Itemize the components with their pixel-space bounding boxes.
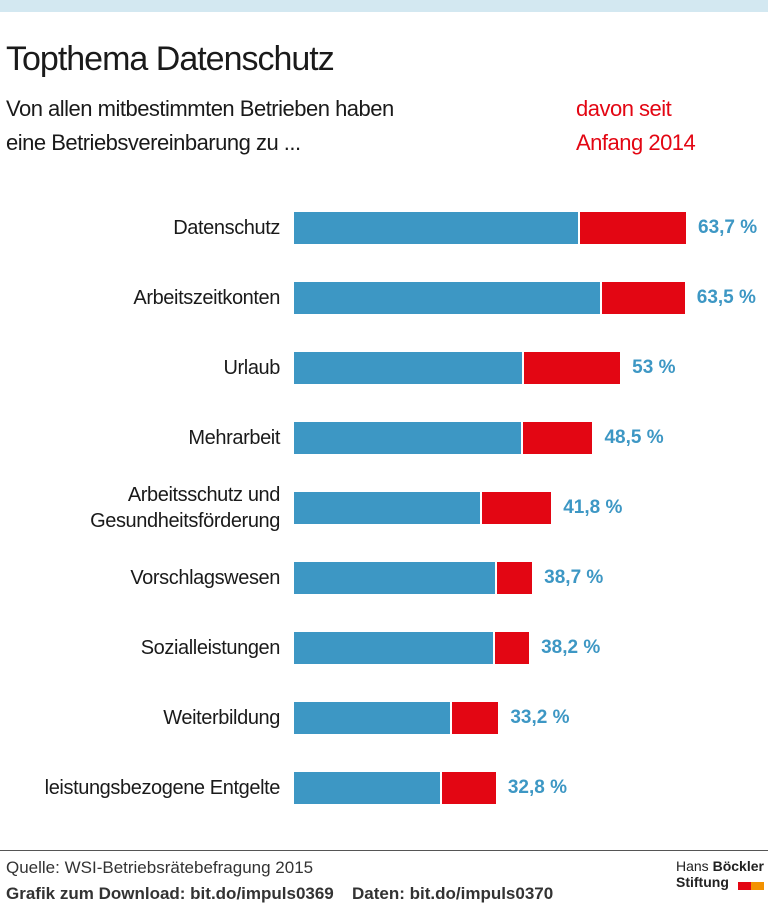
bar-segment xyxy=(492,632,530,664)
subtitle: Von allen mitbestimmten Betrieben haben … xyxy=(6,96,394,155)
category-label: Vorschlagswesen xyxy=(130,567,280,589)
bar-segment xyxy=(294,772,440,804)
category-label: leistungsbezogene Entgelte xyxy=(44,777,281,799)
footer-rule xyxy=(0,850,768,851)
category-label: Sozialleistungen xyxy=(140,637,281,659)
total-label: 63,7 % xyxy=(698,217,758,238)
bar-segment xyxy=(450,702,499,734)
category-label: Arbeitszeitkonten xyxy=(133,287,280,309)
category-label: Urlaub xyxy=(223,357,280,379)
category-label: Arbeitsschutz und Gesundheitsförderung xyxy=(90,484,280,532)
top-strip xyxy=(0,0,768,12)
logo-text: Hans xyxy=(676,858,709,874)
bar-segment xyxy=(294,492,480,524)
bar-segment xyxy=(521,422,593,454)
source: Quelle: WSI-Betriebsrätebefragung 2015 xyxy=(6,858,314,877)
bar-segment xyxy=(439,772,496,804)
bar-segment xyxy=(294,562,496,594)
legend-entry: davon seit Anfang 2014 xyxy=(576,96,696,155)
total-label: 38,2 % xyxy=(541,637,601,658)
logo: Hans Böckler Stiftung xyxy=(676,858,764,890)
logo-text: Stiftung xyxy=(676,874,729,890)
logo-mark xyxy=(738,882,764,890)
total-label: 53 % xyxy=(632,357,676,378)
total-label: 33,2 % xyxy=(510,707,570,728)
bar-segment xyxy=(495,562,533,594)
chart-title: Topthema Datenschutz xyxy=(6,40,335,78)
bar-segment xyxy=(294,632,493,664)
download-link: Grafik zum Download: bit.do/impuls0369 xyxy=(6,884,334,903)
bar-segment xyxy=(294,702,451,734)
category-label: Mehrarbeit xyxy=(188,427,280,449)
bar-segment xyxy=(294,212,578,244)
total-label: 38,7 % xyxy=(544,567,604,588)
total-label: 48,5 % xyxy=(604,427,664,448)
data-link: Daten: bit.do/impuls0370 xyxy=(352,884,554,903)
logo-text: Böckler xyxy=(712,858,764,874)
total-label: 41,8 % xyxy=(563,497,623,518)
bar-segment xyxy=(294,352,522,384)
total-label: 63,5 % xyxy=(696,287,756,308)
category-label: Weiterbildung xyxy=(163,707,280,729)
bar-segment xyxy=(294,282,600,314)
bar-segment xyxy=(599,282,685,314)
bar-segment xyxy=(577,212,686,244)
bar-segment xyxy=(521,352,621,384)
total-label: 32,8 % xyxy=(507,777,567,798)
bar-segment xyxy=(479,492,552,524)
category-label: Datenschutz xyxy=(173,217,280,239)
bar-segment xyxy=(294,422,522,454)
